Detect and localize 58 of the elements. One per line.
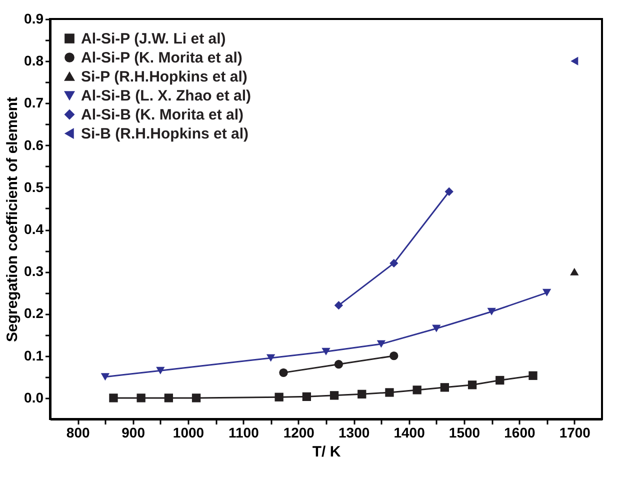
y-tick-label: 0.5: [24, 178, 44, 195]
legend-label: Al-Si-P (K. Morita et al): [81, 50, 242, 66]
point: [164, 394, 174, 402]
point: [136, 394, 146, 402]
y-tick-label: 0.1: [24, 347, 44, 364]
point: [322, 348, 330, 356]
point: [385, 388, 394, 397]
point: [468, 380, 477, 390]
point: [334, 360, 344, 369]
x-tick-label: 1100: [228, 424, 260, 440]
point: [330, 391, 339, 400]
legend-label: Al-Si-P (J.W. Li et al): [81, 30, 226, 48]
legend-label: Si-B (R.H.Hopkins et al): [81, 126, 249, 142]
x-tick-label: 1200: [283, 424, 315, 440]
point: [266, 354, 276, 362]
x-tick-label: 1500: [448, 424, 480, 440]
point: [570, 56, 578, 66]
legend-label: Al-Si-B (L. X. Zhao et al): [81, 88, 252, 104]
x-tick-label: 900: [122, 424, 146, 440]
y-tick-label: 0.3: [24, 263, 44, 280]
y-tick-label: 0.7: [24, 94, 44, 111]
point: [334, 300, 344, 310]
x-tick-label: 800: [66, 424, 90, 440]
point: [528, 371, 538, 380]
point: [412, 386, 422, 394]
point: [440, 383, 450, 392]
point: [192, 394, 201, 402]
point: [487, 308, 496, 316]
y-tick-label: 0.4: [24, 221, 44, 238]
y-tick-label: 0.8: [24, 52, 44, 69]
x-tick-label: 1700: [559, 424, 591, 440]
point: [390, 258, 398, 268]
point: [109, 394, 118, 402]
point: [274, 392, 284, 402]
point: [432, 324, 441, 332]
point: [279, 368, 288, 378]
point: [570, 268, 579, 276]
point: [156, 366, 165, 374]
point: [542, 288, 552, 296]
y-axis-title: Segregation coefficient of element: [4, 96, 22, 342]
y-tick-label: 0.9: [24, 10, 44, 26]
legend-label: Al-Si-B (K. Morita et al): [81, 106, 244, 124]
point: [390, 352, 398, 360]
x-axis-title: T/ K: [312, 444, 341, 460]
x-tick-label: 1300: [338, 424, 370, 440]
y-tick-label: 0.6: [24, 136, 44, 153]
point: [302, 392, 312, 402]
legend-label: Si-P (R.H.Hopkins et al): [81, 68, 248, 86]
point: [444, 187, 454, 196]
point: [100, 373, 110, 381]
point: [358, 390, 366, 398]
x-tick-label: 1400: [394, 424, 426, 440]
x-tick-label: 1600: [504, 424, 536, 440]
point: [376, 340, 386, 348]
y-tick-label: 0.0: [24, 389, 44, 406]
y-tick-label: 0.2: [24, 305, 44, 322]
x-tick-label: 1000: [172, 424, 204, 440]
point: [496, 376, 504, 385]
